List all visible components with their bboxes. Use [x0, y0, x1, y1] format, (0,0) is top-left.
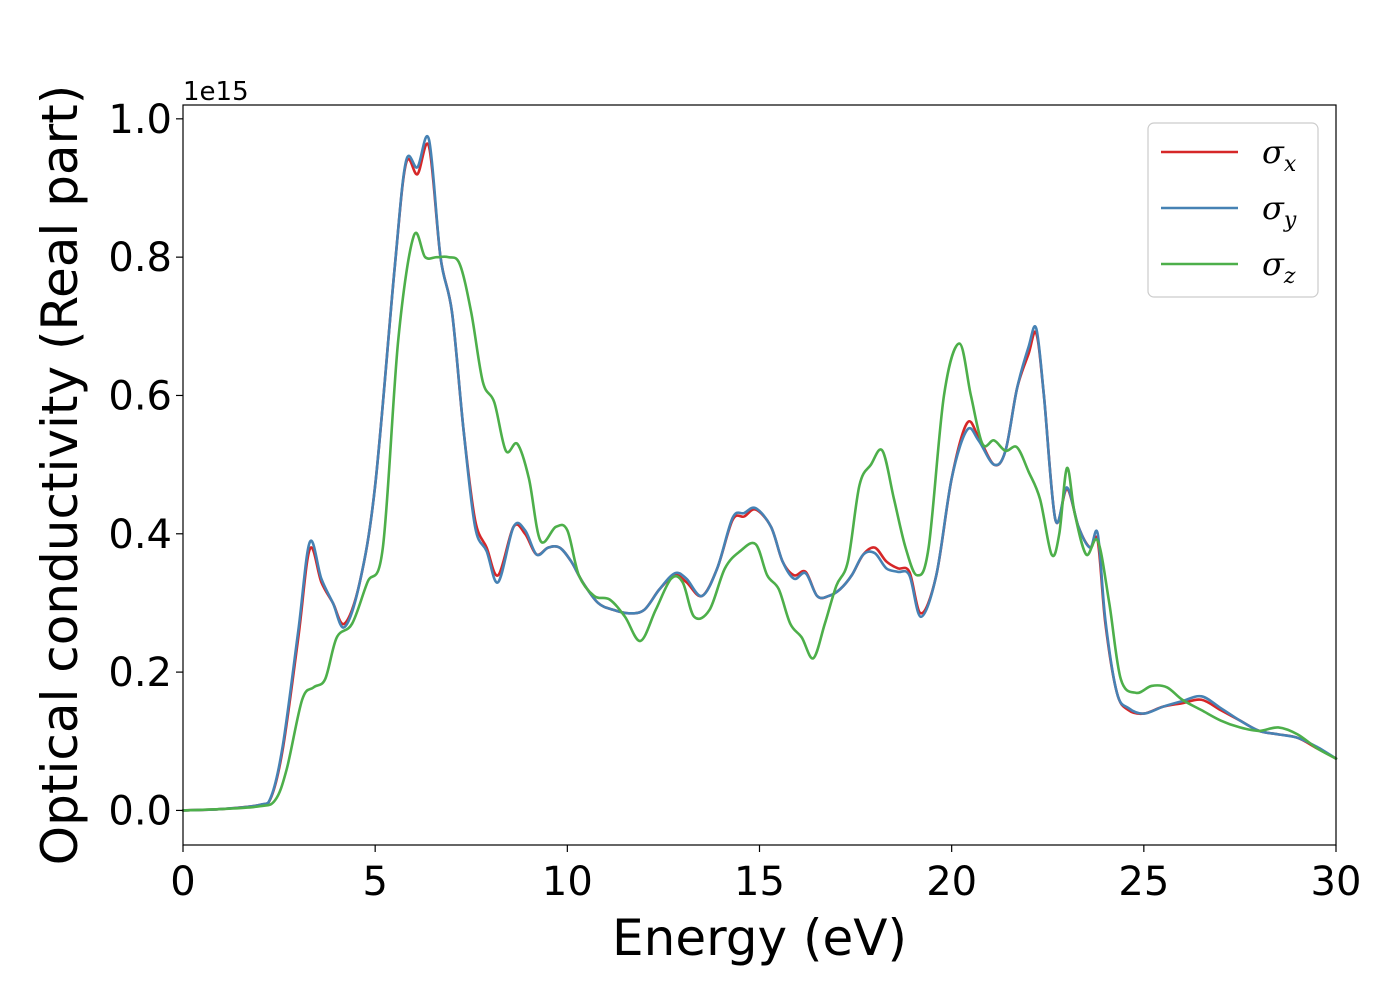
legend-box — [1147, 122, 1319, 298]
y-tick-label: 0.6 — [108, 373, 172, 419]
x-tick-label: 15 — [734, 859, 785, 905]
y-tick-label: 0.0 — [108, 788, 172, 834]
y-tick-label: 1.0 — [108, 97, 172, 143]
x-tick-label: 10 — [542, 859, 593, 905]
series-line-z — [181, 231, 1338, 812]
y-offset-text: 1e15 — [183, 77, 249, 107]
x-tick-label: 5 — [362, 859, 387, 905]
y-tick-label: 0.2 — [108, 650, 172, 696]
series-layer — [181, 135, 1338, 812]
y-tick-label: 0.4 — [108, 512, 172, 558]
x-axis-label: Energy (eV) — [612, 909, 907, 967]
x-tick-label: 25 — [1118, 859, 1169, 905]
x-tick-label: 0 — [170, 859, 195, 905]
y-axis-label: Optical conductivity (Real part) — [31, 85, 89, 866]
x-tick-label: 30 — [1311, 859, 1362, 905]
y-tick-label: 0.8 — [108, 235, 172, 281]
x-axis-ticks: 0 5 10 15 20 25 30 — [170, 845, 1361, 905]
x-tick-label: 20 — [926, 859, 977, 905]
series-line-y — [181, 135, 1338, 812]
y-axis-ticks: 0.0 0.2 0.4 0.6 0.8 1.0 — [108, 97, 183, 834]
